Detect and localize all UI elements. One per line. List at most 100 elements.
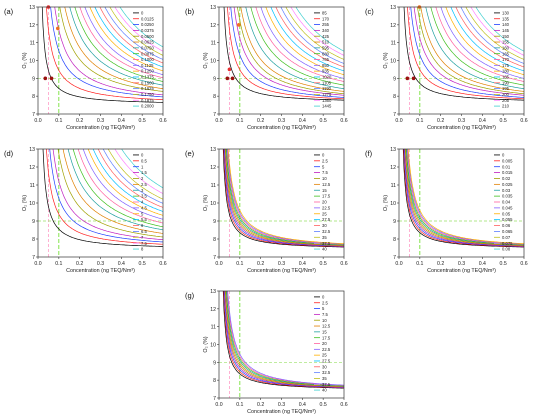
series-line bbox=[226, 149, 344, 245]
y-tick-label: 12 bbox=[210, 165, 216, 171]
x-tick-label: 0.2 bbox=[437, 261, 444, 267]
legend-label: 8 bbox=[141, 247, 144, 252]
panel-label: (d) bbox=[4, 149, 14, 158]
series-line bbox=[225, 149, 344, 246]
series-line bbox=[49, 149, 163, 243]
y-tick-label: 9 bbox=[213, 76, 216, 82]
series-line bbox=[99, 7, 163, 64]
y-tick-label: 8 bbox=[393, 94, 396, 100]
series-line bbox=[413, 7, 524, 96]
legend-label: 35 bbox=[322, 235, 327, 240]
series-line bbox=[224, 149, 344, 247]
series-line bbox=[410, 7, 524, 98]
legend-label: 85 bbox=[322, 11, 327, 16]
series-line bbox=[227, 291, 344, 386]
legend-label: 2.5 bbox=[141, 182, 147, 187]
series-line bbox=[270, 7, 344, 72]
series-line bbox=[455, 7, 524, 68]
chart-panel: 0.0 0.1 0.2 0.3 0.4 0.5 0.678910111213Concentr… bbox=[4, 147, 167, 274]
x-tick-label: 0.2 bbox=[76, 261, 83, 267]
x-tick-label: 0.5 bbox=[320, 402, 327, 408]
y-tick-label: 12 bbox=[390, 23, 396, 29]
series-line bbox=[59, 7, 163, 92]
legend-label: 170 bbox=[502, 57, 510, 62]
series-line bbox=[425, 7, 524, 90]
legend-label: 0 bbox=[141, 153, 144, 158]
series-line bbox=[275, 7, 344, 68]
series-line bbox=[227, 149, 344, 245]
legend-label: 20 bbox=[322, 341, 327, 346]
legend-label: 205 bbox=[502, 98, 510, 103]
series-line bbox=[226, 291, 344, 387]
legend-label: 0.0875 bbox=[141, 51, 154, 56]
legend-label: 1445 bbox=[322, 104, 332, 109]
legend-label: 0.05 bbox=[502, 211, 511, 216]
legend-label: 0.005 bbox=[502, 158, 513, 163]
legend-label: 37.5 bbox=[322, 382, 331, 387]
series-line bbox=[250, 7, 344, 86]
series-line bbox=[97, 149, 163, 208]
chart-panel: 0.0 0.1 0.2 0.3 0.4 0.5 0.678910111213Concentr… bbox=[4, 5, 167, 131]
series-line bbox=[406, 149, 524, 245]
legend-label: 3 bbox=[141, 188, 144, 193]
x-axis-label: Concentration (ng TEQ/Nm³) bbox=[247, 409, 316, 415]
legend-label: 0.1625 bbox=[141, 86, 154, 91]
legend-label: 27.5 bbox=[322, 359, 331, 364]
x-tick-label: 0.1 bbox=[236, 402, 243, 408]
legend-label: 425 bbox=[322, 34, 330, 39]
series-line bbox=[470, 7, 524, 56]
y-tick-label: 12 bbox=[29, 165, 35, 171]
series-line bbox=[222, 291, 344, 389]
legend-label: 30 bbox=[322, 223, 327, 228]
x-axis-label: Concentration (ng TEQ/Nm³) bbox=[427, 125, 496, 131]
legend-label: 190 bbox=[502, 80, 510, 85]
legend-label: 0 bbox=[141, 11, 144, 16]
series-line bbox=[237, 7, 344, 95]
legend-label: 7.5 bbox=[141, 241, 147, 246]
legend-label: 25 bbox=[322, 353, 327, 358]
data-point bbox=[227, 67, 232, 72]
legend-label: 10 bbox=[322, 176, 327, 181]
series-line bbox=[222, 149, 344, 248]
legend-label: 185 bbox=[502, 75, 510, 80]
y-tick-label: 7 bbox=[393, 255, 396, 261]
legend-label: 22.5 bbox=[322, 347, 331, 352]
chart-panel: 0.0 0.1 0.2 0.3 0.4 0.5 0.678910111213Concentr… bbox=[185, 289, 348, 415]
series-line bbox=[450, 7, 524, 72]
x-tick-label: 0.0 bbox=[34, 118, 41, 124]
x-tick-label: 0.2 bbox=[76, 118, 83, 124]
x-tick-label: 0.5 bbox=[139, 118, 146, 124]
series-line bbox=[226, 149, 344, 246]
legend-label: 0.06 bbox=[502, 223, 511, 228]
series-line bbox=[224, 291, 344, 388]
x-axis-label: Concentration (ng TEQ/Nm³) bbox=[247, 268, 316, 274]
y-tick-label: 8 bbox=[213, 237, 216, 243]
series-line bbox=[435, 7, 524, 82]
legend-label: 1190 bbox=[322, 86, 332, 91]
legend-label: 1105 bbox=[322, 80, 332, 85]
x-tick-label: 0.4 bbox=[299, 261, 306, 267]
series-line bbox=[57, 149, 163, 238]
y-tick-label: 11 bbox=[211, 183, 216, 189]
legend-label: 0.065 bbox=[502, 229, 513, 234]
series-line bbox=[107, 149, 163, 200]
y-tick-label: 8 bbox=[32, 237, 35, 243]
curve-group bbox=[223, 7, 344, 101]
series-line bbox=[460, 7, 524, 64]
legend-label: 155 bbox=[502, 40, 510, 45]
legend-label: 0.1125 bbox=[141, 63, 154, 68]
legend-label: 10 bbox=[322, 318, 327, 323]
y-tick-label: 13 bbox=[210, 147, 216, 153]
y-tick-label: 7 bbox=[213, 396, 216, 402]
x-tick-label: 0.4 bbox=[479, 118, 486, 124]
curve-group bbox=[402, 149, 524, 248]
legend-label: 7.5 bbox=[322, 312, 328, 317]
x-tick-label: 0.2 bbox=[437, 118, 444, 124]
series-line bbox=[67, 149, 163, 231]
legend-label: 0.1750 bbox=[141, 92, 154, 97]
data-point bbox=[225, 76, 230, 81]
series-line bbox=[72, 149, 163, 228]
series-line bbox=[260, 7, 344, 79]
x-tick-label: 0.0 bbox=[34, 261, 41, 267]
